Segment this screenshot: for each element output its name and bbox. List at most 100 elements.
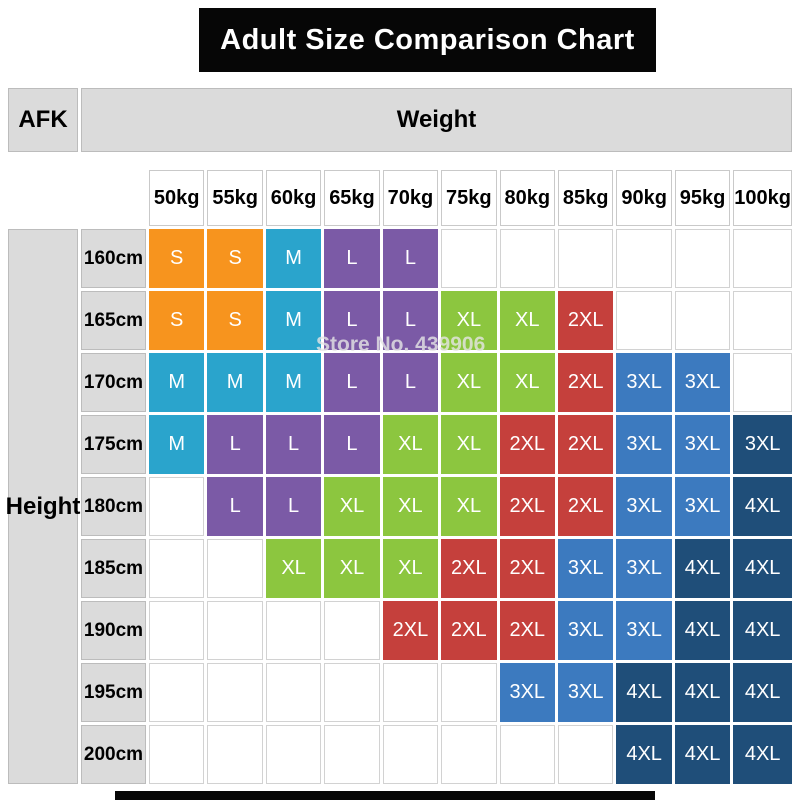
size-cell-200cm-90kg: 4XL xyxy=(616,725,672,784)
empty-cell-160cm-85kg xyxy=(557,229,614,288)
size-cell-190cm-70kg: 2XL xyxy=(382,601,439,660)
size-cell-175cm-55kg: L xyxy=(207,415,263,474)
empty-cell-200cm-55kg xyxy=(207,725,263,784)
size-cell-170cm-60kg: M xyxy=(265,353,322,412)
size-cell-170cm-70kg: L xyxy=(382,353,439,412)
size-cell-175cm-85kg: 2XL xyxy=(557,415,614,474)
size-cell-175cm-65kg: L xyxy=(324,415,380,474)
size-cell-160cm-65kg: L xyxy=(324,229,380,288)
empty-cell-180cm-50kg xyxy=(149,477,205,536)
size-cell-165cm-55kg: S xyxy=(207,291,263,350)
weight-header-95kg: 95kg xyxy=(674,170,731,226)
size-cell-175cm-75kg: XL xyxy=(441,415,497,474)
size-cell-190cm-85kg: 3XL xyxy=(557,601,614,660)
size-cell-180cm-80kg: 2XL xyxy=(499,477,555,536)
size-cell-185cm-90kg: 3XL xyxy=(616,539,672,598)
empty-cell-195cm-50kg xyxy=(149,663,205,722)
empty-cell-190cm-55kg xyxy=(207,601,263,660)
size-cell-200cm-100kg: 4XL xyxy=(733,725,792,784)
height-header-195cm: 195cm xyxy=(81,663,146,722)
size-cell-165cm-75kg: XL xyxy=(441,291,497,350)
empty-cell-195cm-75kg xyxy=(441,663,497,722)
size-cell-165cm-70kg: L xyxy=(382,291,439,350)
size-cell-190cm-95kg: 4XL xyxy=(674,601,731,660)
empty-cell-165cm-100kg xyxy=(733,291,792,350)
size-cell-185cm-70kg: XL xyxy=(382,539,439,598)
size-cell-180cm-75kg: XL xyxy=(441,477,497,536)
weight-header-60kg: 60kg xyxy=(265,170,322,226)
empty-cell-185cm-55kg xyxy=(207,539,263,598)
empty-cell-200cm-65kg xyxy=(324,725,380,784)
height-header-185cm: 185cm xyxy=(81,539,146,598)
size-cell-190cm-80kg: 2XL xyxy=(499,601,555,660)
title-bar: Adult Size Comparison Chart xyxy=(199,8,656,72)
size-cell-195cm-90kg: 4XL xyxy=(616,663,672,722)
weight-header-75kg: 75kg xyxy=(441,170,497,226)
empty-cell-190cm-50kg xyxy=(149,601,205,660)
size-cell-185cm-100kg: 4XL xyxy=(733,539,792,598)
size-cell-175cm-100kg: 3XL xyxy=(733,415,792,474)
height-header-175cm: 175cm xyxy=(81,415,146,474)
size-cell-175cm-70kg: XL xyxy=(382,415,439,474)
size-cell-190cm-75kg: 2XL xyxy=(441,601,497,660)
size-cell-195cm-95kg: 4XL xyxy=(674,663,731,722)
size-cell-175cm-90kg: 3XL xyxy=(616,415,672,474)
page-title: Adult Size Comparison Chart xyxy=(220,23,635,56)
empty-cell-200cm-75kg xyxy=(441,725,497,784)
empty-cell-160cm-100kg xyxy=(733,229,792,288)
empty-cell-165cm-95kg xyxy=(674,291,731,350)
height-header-165cm: 165cm xyxy=(81,291,146,350)
weight-header-80kg: 80kg xyxy=(499,170,555,226)
empty-cell-200cm-85kg xyxy=(557,725,614,784)
size-cell-170cm-55kg: M xyxy=(207,353,263,412)
empty-cell-185cm-50kg xyxy=(149,539,205,598)
size-cell-195cm-80kg: 3XL xyxy=(499,663,555,722)
height-header-190cm: 190cm xyxy=(81,601,146,660)
empty-cell-195cm-60kg xyxy=(265,663,322,722)
size-cell-160cm-55kg: S xyxy=(207,229,263,288)
size-cell-185cm-95kg: 4XL xyxy=(674,539,731,598)
corner-label: AFK xyxy=(8,88,78,152)
size-cell-165cm-80kg: XL xyxy=(499,291,555,350)
height-header-180cm: 180cm xyxy=(81,477,146,536)
weight-header-50kg: 50kg xyxy=(149,170,205,226)
height-header-170cm: 170cm xyxy=(81,353,146,412)
empty-cell-160cm-80kg xyxy=(499,229,555,288)
empty-cell-200cm-70kg xyxy=(382,725,439,784)
size-cell-200cm-95kg: 4XL xyxy=(674,725,731,784)
size-cell-175cm-95kg: 3XL xyxy=(674,415,731,474)
weight-header-55kg: 55kg xyxy=(207,170,263,226)
size-cell-185cm-80kg: 2XL xyxy=(499,539,555,598)
size-cell-170cm-90kg: 3XL xyxy=(616,353,672,412)
size-cell-170cm-75kg: XL xyxy=(441,353,497,412)
weight-header-65kg: 65kg xyxy=(324,170,380,226)
empty-cell-190cm-65kg xyxy=(324,601,380,660)
size-cell-160cm-50kg: S xyxy=(149,229,205,288)
size-cell-180cm-95kg: 3XL xyxy=(674,477,731,536)
axis-header-row: AFK Weight xyxy=(8,88,792,152)
empty-cell-200cm-60kg xyxy=(265,725,322,784)
empty-cell-195cm-55kg xyxy=(207,663,263,722)
size-cell-195cm-85kg: 3XL xyxy=(557,663,614,722)
empty-cell-195cm-65kg xyxy=(324,663,380,722)
weight-header-90kg: 90kg xyxy=(616,170,672,226)
weight-header-70kg: 70kg xyxy=(382,170,439,226)
weight-header-85kg: 85kg xyxy=(557,170,614,226)
size-cell-165cm-60kg: M xyxy=(265,291,322,350)
empty-cell-160cm-95kg xyxy=(674,229,731,288)
size-table: Height 50kg 55kg 60kg 65kg 70kg 75kg 80kg 85kg 9… xyxy=(6,170,792,784)
size-cell-170cm-85kg: 2XL xyxy=(557,353,614,412)
size-cell-160cm-60kg: M xyxy=(265,229,322,288)
height-header-200cm: 200cm xyxy=(81,725,146,784)
size-cell-170cm-80kg: XL xyxy=(499,353,555,412)
empty-cell-200cm-50kg xyxy=(149,725,205,784)
size-cell-175cm-60kg: L xyxy=(265,415,322,474)
weight-header-100kg: 100kg xyxy=(733,170,792,226)
empty-cell-165cm-90kg xyxy=(616,291,672,350)
corner-spacer xyxy=(8,170,78,226)
size-cell-175cm-50kg: M xyxy=(149,415,205,474)
weight-axis-label: Weight xyxy=(81,88,792,152)
size-cell-180cm-70kg: XL xyxy=(382,477,439,536)
height-axis-label: Height xyxy=(6,229,80,784)
